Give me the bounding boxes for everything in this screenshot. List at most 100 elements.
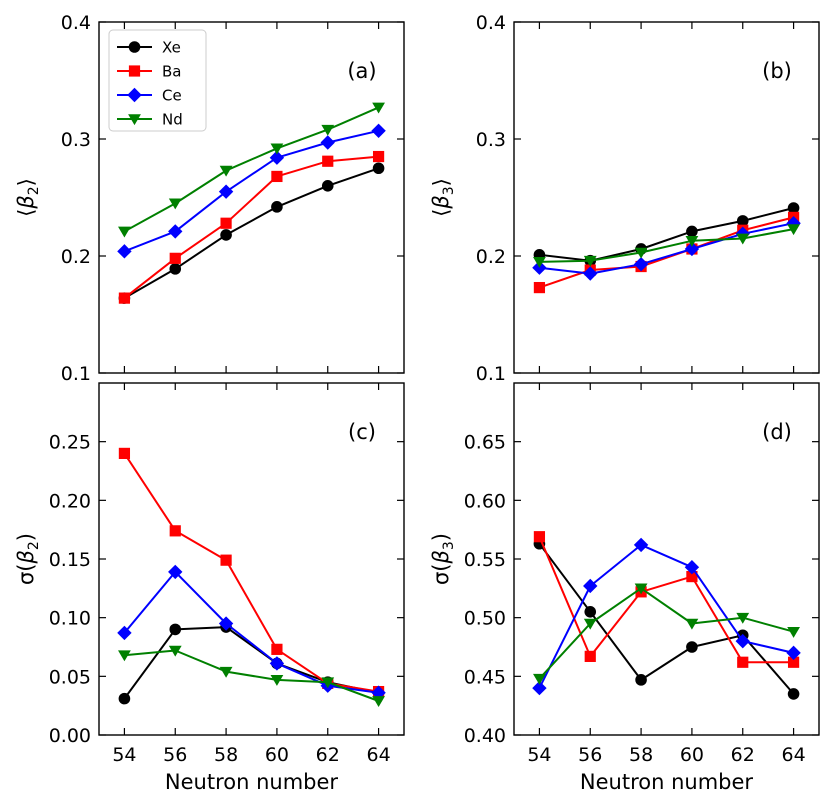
series-line-ba	[123, 452, 379, 693]
x-tick-label: 60	[265, 744, 289, 766]
x-tick-label: 62	[316, 744, 340, 766]
data-point-ce-56	[583, 266, 598, 281]
panel-tag: (b)	[762, 59, 792, 83]
y-axis-label: σ(β3)	[429, 533, 457, 585]
data-point-ba-58	[220, 217, 232, 229]
data-point-nd-64	[372, 696, 385, 708]
data-point-nd-54	[118, 650, 131, 662]
data-point-nd-56	[168, 645, 182, 657]
y-tick-label: 0.65	[464, 432, 506, 454]
data-point-xe-60	[686, 641, 698, 653]
data-point-ce-60	[684, 560, 700, 575]
data-point-ba-58	[220, 554, 232, 566]
data-point-ce-54	[117, 625, 132, 641]
series-line-ce	[538, 543, 794, 689]
data-point-nd-60	[685, 618, 699, 630]
data-point-nd-62	[321, 677, 335, 689]
legend-box	[108, 29, 207, 132]
data-point-ce-58	[633, 537, 649, 553]
y-tick-label: 0.00	[49, 725, 91, 747]
data-point-ba-56	[584, 650, 596, 662]
data-point-nd-54	[118, 226, 131, 238]
y-axis-label: ⟨β2⟩	[14, 178, 42, 217]
data-point-xe-56	[169, 623, 182, 636]
axes-frame	[513, 21, 820, 374]
data-point-nd-60	[685, 235, 699, 247]
x-axis-label: Neutron number	[580, 770, 754, 794]
y-tick-label: 0.4	[61, 12, 91, 34]
data-point-xe-62	[321, 180, 334, 192]
y-tick-label: 0.25	[49, 432, 91, 454]
data-point-ce-64	[371, 123, 386, 139]
series-line-nd	[538, 587, 794, 680]
data-point-xe-60	[686, 225, 698, 238]
data-point-xe-64	[372, 162, 385, 175]
y-tick-label: 0.15	[49, 549, 91, 571]
y-tick-label: 0.2	[61, 246, 91, 268]
data-point-nd-54	[533, 673, 546, 685]
panel-tag: (a)	[347, 59, 376, 83]
y-axis-label: ⟨β3⟩	[429, 178, 457, 217]
series-line-ba	[123, 155, 379, 299]
data-point-nd-64	[787, 626, 800, 638]
data-point-ce-58	[633, 256, 649, 272]
data-point-xe-64	[787, 202, 800, 214]
x-axis-label: Neutron number	[165, 770, 339, 794]
data-point-nd-64	[787, 224, 800, 236]
x-tick-label: 64	[366, 744, 390, 766]
data-point-xe-54	[118, 692, 131, 705]
data-point-xe-58	[635, 674, 647, 686]
data-point-ba-60	[271, 643, 283, 655]
series-line-nd	[124, 649, 379, 702]
series-line-xe	[539, 207, 794, 262]
data-point-ba-54	[118, 292, 131, 304]
series-line-ce	[123, 570, 379, 694]
data-point-nd-62	[321, 124, 335, 136]
data-point-xe-62	[736, 215, 749, 227]
legend: Xe Ba Ce Nd	[108, 29, 207, 132]
data-point-ba-54	[533, 531, 546, 543]
panel-b: 0.1 0.2 0.3 0.4 (b) ⟨β3⟩	[429, 12, 820, 385]
x-tick-label: 58	[629, 744, 653, 766]
panel-a: 0.1 0.2 0.3 0.4 (a) ⟨β2⟩ Xe Ba Ce Nd	[14, 12, 405, 385]
y-tick-label: 0.55	[464, 549, 506, 571]
y-tick-label: 0.3	[61, 129, 91, 151]
panel-d: 54 56 58 60 62 64 0.40 0.45 0.50 0.55 0.60 0.65 (d) σ…	[429, 382, 820, 794]
x-tick-label: 62	[731, 744, 755, 766]
x-tick-label: 58	[214, 744, 238, 766]
data-point-ba-64	[787, 656, 800, 668]
series-line-nd	[123, 106, 380, 233]
data-point-ce-62	[320, 135, 335, 150]
legend-marker-nd	[128, 114, 141, 126]
series-line-xe	[538, 543, 795, 695]
data-point-ce-62	[735, 633, 750, 649]
data-point-nd-56	[168, 198, 182, 210]
data-point-ba-54	[118, 447, 131, 459]
legend-label-xe: Xe	[162, 39, 181, 57]
data-point-ce-58	[218, 616, 234, 631]
data-point-ba-62	[737, 656, 749, 668]
y-axis-label: σ(β2)	[14, 533, 42, 585]
data-point-xe-60	[271, 201, 283, 213]
data-point-nd-58	[219, 165, 233, 177]
y-tick-label: 0.1	[61, 363, 91, 385]
x-tick-label: 56	[163, 744, 187, 766]
y-tick-label: 0.2	[476, 246, 506, 268]
y-tick-label: 0.4	[476, 12, 506, 34]
data-point-nd-64	[372, 102, 385, 114]
series-line-ba	[538, 536, 794, 664]
data-point-ce-60	[269, 150, 285, 165]
data-point-ba-56	[169, 525, 181, 537]
y-tick-label: 0.60	[464, 490, 506, 512]
series-line-ba	[539, 216, 794, 289]
data-point-ba-64	[372, 150, 385, 163]
data-point-nd-58	[219, 666, 233, 678]
series-line-ce	[539, 222, 794, 275]
data-point-nd-54	[533, 257, 546, 268]
legend-label-nd: Nd	[162, 111, 183, 129]
x-tick-label: 56	[578, 744, 602, 766]
data-point-ba-54	[533, 281, 546, 294]
data-point-nd-58	[634, 247, 648, 259]
